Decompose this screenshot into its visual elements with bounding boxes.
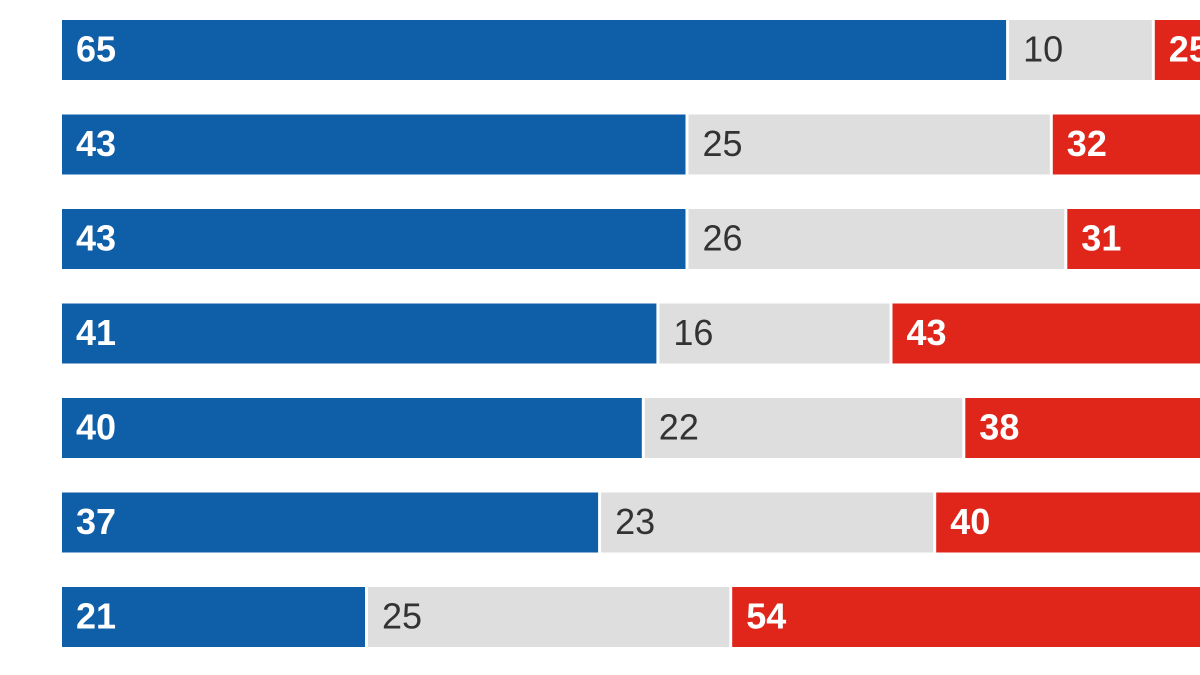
bar-segment-oppose-row-3: [1067, 209, 1200, 269]
bar-label-support-row-6: 37: [76, 501, 116, 542]
bar-segment-support-row-3: [62, 209, 686, 269]
bar-label-support-row-7: 21: [76, 596, 116, 637]
bar-segment-oppose-row-5: [965, 398, 1200, 458]
bar-segment-neutral-row-2: [688, 114, 1050, 175]
bar-segment-support-row-6: [62, 492, 599, 553]
bar-label-support-row-2: 43: [76, 123, 116, 164]
bar-segment-oppose-row-1: [1154, 20, 1200, 80]
bar-label-support-row-3: 43: [76, 218, 116, 259]
bar-segment-neutral-row-7: [368, 587, 730, 647]
bar-label-oppose-row-5: 38: [979, 407, 1019, 448]
bar-segment-neutral-row-5: [644, 398, 963, 458]
bar-label-neutral-row-1: 10: [1023, 29, 1063, 70]
bar-label-oppose-row-4: 43: [907, 312, 947, 353]
bar-label-neutral-row-4: 16: [673, 312, 713, 353]
bars-group: [62, 20, 1200, 647]
bar-segment-oppose-row-7: [732, 587, 1200, 647]
bar-label-neutral-row-7: 25: [382, 596, 422, 637]
bar-segment-support-row-1: [62, 20, 1007, 80]
bar-label-oppose-row-1: 25: [1169, 29, 1200, 70]
bar-label-support-row-5: 40: [76, 407, 116, 448]
bar-segment-support-row-5: [62, 398, 642, 458]
labels-group: 65 10 25 43 25 32 43 26 31 41 16 43 40 22 38 37 23 40 21 25…: [76, 29, 1200, 637]
bar-label-support-row-4: 41: [76, 312, 116, 353]
bar-segment-support-row-4: [62, 303, 657, 364]
bar-label-neutral-row-3: 26: [703, 218, 743, 259]
bar-segment-neutral-row-4: [659, 303, 890, 364]
bar-label-neutral-row-6: 23: [615, 501, 655, 542]
bar-label-oppose-row-2: 32: [1067, 123, 1107, 164]
bar-label-oppose-row-3: 31: [1081, 218, 1121, 259]
bar-segment-neutral-row-3: [688, 209, 1065, 269]
bar-segment-neutral-row-6: [601, 492, 934, 553]
bar-segment-oppose-row-2: [1052, 114, 1200, 175]
bar-label-oppose-row-7: 54: [746, 596, 786, 637]
bar-label-support-row-1: 65: [76, 29, 116, 70]
bar-segment-support-row-2: [62, 114, 686, 175]
bar-segment-neutral-row-1: [1009, 20, 1152, 80]
bar-label-neutral-row-5: 22: [659, 407, 699, 448]
bar-segment-support-row-7: [62, 587, 365, 647]
bar-segment-oppose-row-4: [892, 303, 1200, 364]
bar-label-neutral-row-2: 25: [703, 123, 743, 164]
bar-segment-oppose-row-6: [936, 492, 1200, 553]
bar-label-oppose-row-6: 40: [950, 501, 990, 542]
